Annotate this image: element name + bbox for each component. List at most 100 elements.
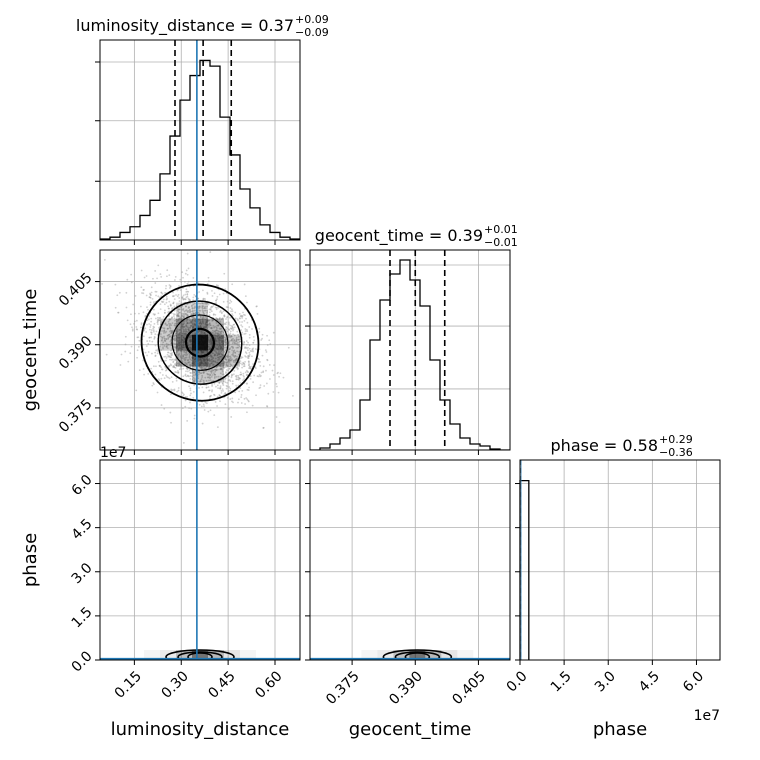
scatter-point — [241, 314, 244, 317]
scatter-point — [225, 363, 228, 365]
scatter-point — [208, 326, 210, 328]
scatter-point — [232, 355, 235, 357]
scatter-point — [214, 373, 217, 376]
scatter-point — [174, 323, 176, 325]
density-cell — [176, 650, 192, 660]
scatter-point — [219, 331, 222, 334]
scatter-point — [212, 372, 215, 375]
density-cell — [192, 302, 208, 319]
scatter-point — [164, 338, 166, 340]
scatter-point — [178, 328, 181, 331]
y-tick-label-geocent-time: 0.405 — [56, 270, 96, 310]
scatter-point — [182, 294, 185, 297]
scatter-point — [244, 295, 247, 298]
scatter-point — [175, 353, 178, 356]
scatter-point — [159, 365, 161, 368]
y-tick-label-phase: 6.0 — [69, 472, 96, 499]
scatter-point — [226, 397, 229, 399]
scatter-point — [178, 300, 181, 302]
scatter-point — [158, 364, 161, 367]
scatter-point — [183, 353, 186, 356]
scatter-point — [175, 332, 178, 335]
scatter-point — [184, 399, 187, 402]
scatter-point — [188, 355, 191, 358]
scatter-point — [175, 364, 178, 367]
x-tick-label-luminosity-distance: 0.30 — [159, 668, 192, 701]
scatter-point — [173, 335, 176, 338]
scatter-point — [234, 359, 237, 362]
scatter-point — [166, 269, 169, 272]
scatter-point — [226, 381, 229, 384]
scatter-point — [263, 385, 266, 387]
scatter-point — [154, 355, 157, 357]
scatter-point — [170, 312, 173, 315]
scatter-point — [260, 374, 262, 377]
scatter-point — [173, 324, 176, 327]
scatter-point — [229, 324, 232, 327]
scatter-point — [151, 340, 154, 343]
scatter-point — [172, 337, 175, 340]
scatter-point — [240, 394, 243, 396]
scatter-point — [180, 325, 183, 328]
y-tick-label-phase: 3.0 — [69, 560, 96, 587]
scatter-point — [154, 313, 156, 316]
scatter-point — [189, 394, 192, 397]
scatter-point — [172, 291, 174, 294]
scatter-point — [207, 319, 210, 322]
scatter-point — [225, 338, 228, 341]
scatter-point — [167, 351, 169, 354]
scatter-point — [140, 269, 143, 272]
scatter-point — [216, 354, 219, 356]
scatter-point — [188, 322, 191, 324]
grid-layer — [100, 40, 720, 660]
scatter-point — [186, 273, 189, 276]
scatter-point — [190, 324, 193, 327]
density-geocent-phase — [361, 649, 474, 660]
scatter-point — [173, 389, 176, 392]
scatter-point — [228, 361, 231, 364]
scatter-point — [230, 310, 232, 313]
scatter-point — [168, 325, 171, 328]
scatter-point — [142, 292, 145, 295]
scatter-point — [174, 358, 177, 361]
scatter-point — [218, 394, 221, 397]
scatter-point — [214, 332, 216, 335]
scatter-point — [207, 276, 210, 279]
scatter-point — [140, 322, 143, 325]
scatter-point — [178, 318, 181, 320]
scatter-point — [206, 316, 209, 319]
scatter-point — [231, 342, 234, 345]
scatter-point — [229, 299, 232, 302]
scatter-point — [172, 366, 174, 368]
scatter-point — [162, 298, 165, 301]
scatter-point — [219, 320, 221, 323]
scatter-point — [194, 374, 197, 376]
scatter-point — [220, 350, 223, 353]
scatter-point — [225, 328, 227, 331]
scatter-point — [209, 364, 211, 367]
scatter-point — [199, 302, 202, 305]
scatter-point — [266, 334, 268, 337]
scatter-point — [168, 326, 171, 329]
scatter-point — [168, 300, 171, 303]
scatter-point — [214, 306, 217, 309]
scatter-point — [227, 328, 230, 331]
scatter-point — [190, 321, 193, 324]
scatter-point — [221, 354, 224, 356]
scatter-point — [165, 357, 168, 359]
scatter-point — [171, 307, 173, 310]
scatter-point — [176, 322, 178, 325]
scatter-point — [181, 324, 184, 327]
scatter-point — [230, 359, 232, 361]
scatter-point — [177, 288, 180, 291]
scatter-point — [232, 323, 235, 326]
scatter-point — [235, 346, 238, 349]
scatter-point — [153, 326, 156, 329]
scatter-point — [212, 352, 214, 355]
scatter-point — [180, 365, 182, 367]
scatter-point — [173, 305, 176, 308]
scatter-point — [192, 376, 195, 379]
scatter-point — [210, 356, 213, 358]
scatter-point — [135, 326, 138, 328]
scatter-point — [229, 365, 231, 368]
